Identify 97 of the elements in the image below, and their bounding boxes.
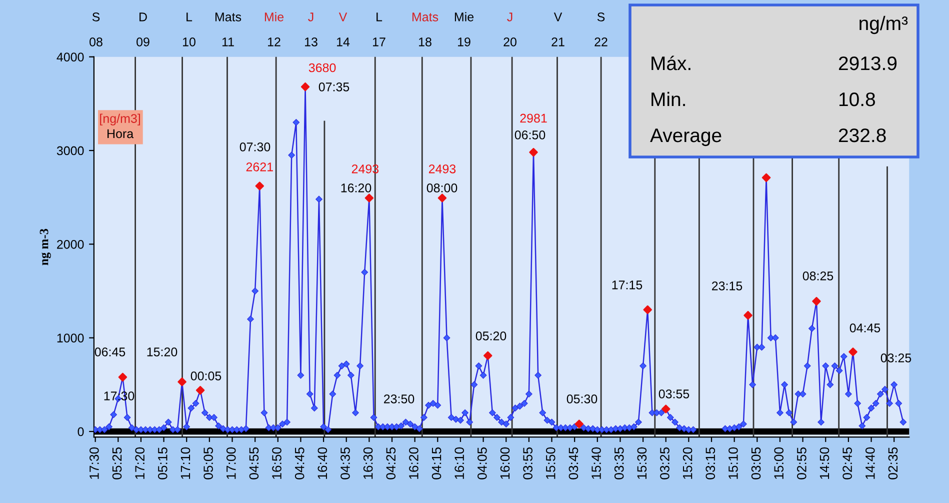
x-tick-label: 16:30: [363, 447, 373, 479]
annotation: 07:35: [318, 82, 350, 92]
annotation: Máx.: [652, 56, 690, 70]
x-tick-label: 16:00: [500, 447, 510, 479]
text: 21: [552, 38, 564, 46]
x-tick-label: 05:25: [112, 447, 122, 480]
annotation: 16:20: [341, 184, 372, 192]
text: L: [376, 12, 382, 22]
x-tick-label: 04:55: [249, 447, 259, 480]
annotation: Min.: [652, 92, 685, 106]
x-tick-label: 14:40: [865, 447, 875, 479]
annotation: 08:25: [802, 272, 834, 280]
text: 13: [305, 38, 318, 46]
data-label: 3680: [308, 63, 336, 72]
annotation: 06:50: [514, 130, 546, 140]
text: 11: [222, 38, 234, 46]
annotation: 07:30: [240, 142, 270, 152]
annotation: 23:50: [384, 394, 414, 404]
text: 09: [136, 38, 150, 46]
text: 19: [458, 38, 470, 46]
y-tick-label: 2000: [57, 240, 84, 249]
annotation: 17:15: [612, 280, 642, 290]
annotation: 00:05: [190, 372, 222, 380]
text: S: [92, 12, 100, 22]
x-tick-label: 16:50: [272, 447, 282, 479]
x-tick-label: 15:40: [592, 447, 601, 479]
text: 14: [337, 38, 350, 46]
x-tick-label: 03:25: [660, 447, 670, 480]
text: L: [186, 12, 192, 22]
x-tick-label: 17:00: [226, 447, 236, 479]
text: Mie: [264, 12, 284, 22]
x-tick-label: 14:50: [820, 447, 830, 479]
x-tick-label: 04:15: [432, 447, 442, 480]
y-tick-label: 3000: [56, 146, 84, 156]
annotation: 10.8: [839, 92, 875, 106]
x-tick-label: 02:45: [842, 447, 852, 480]
x-tick-label: 17:10: [180, 447, 190, 479]
x-tick-label: 04:05: [477, 447, 487, 480]
annotation: Hora: [108, 129, 134, 138]
text: D: [140, 12, 147, 22]
text: Mats: [412, 12, 438, 22]
text: 12: [268, 38, 280, 46]
y-axis-title: ng m-3: [40, 228, 51, 266]
annotation: 05:30: [566, 394, 598, 404]
x-tick-label: 15:20: [682, 447, 692, 479]
text: Mie: [454, 12, 474, 22]
x-tick-label: 15:50: [546, 447, 556, 479]
annotation: 23:15: [712, 282, 742, 290]
x-tick-label: 02:35: [888, 447, 898, 480]
y-tick-label: 1000: [57, 334, 84, 342]
text: S: [597, 12, 605, 22]
x-tick-label: 03:35: [614, 447, 624, 480]
text: ng/m³: [860, 16, 908, 34]
data-label: 2981: [520, 114, 547, 123]
data-label: 2621: [246, 162, 273, 172]
text: V: [554, 12, 562, 22]
text: 10: [183, 38, 196, 46]
x-tick-label: 16:20: [409, 447, 418, 479]
text: 22: [594, 38, 608, 46]
annotation: 08:00: [426, 184, 458, 192]
x-tick-label: 04:25: [386, 447, 396, 480]
annotation: 2913.9: [838, 56, 897, 70]
x-tick-label: 15:30: [637, 447, 647, 479]
annotation: Average: [650, 128, 722, 146]
x-tick-label: 15:00: [774, 447, 784, 479]
x-tick-label: 03:45: [568, 447, 578, 480]
annotation: [ng/m3]: [100, 114, 140, 126]
annotation: 232.8: [838, 128, 886, 142]
x-tick-label: 16:40: [318, 447, 328, 479]
text: Mats: [215, 12, 242, 22]
annotation: 15:20: [147, 348, 178, 356]
x-tick-label: 15:10: [728, 447, 738, 479]
y-tick-label: 0: [78, 427, 84, 436]
annotation: 03:55: [658, 390, 690, 398]
x-tick-label: 03:05: [751, 447, 761, 480]
x-tick-label: 05:15: [158, 447, 168, 480]
text: 20: [504, 38, 516, 46]
text: 17: [373, 38, 386, 46]
text: J: [507, 12, 512, 22]
annotation: 05:20: [476, 332, 506, 340]
y-tick-label: 4000: [56, 52, 84, 62]
x-tick-label: 04:35: [340, 447, 350, 480]
x-tick-label: 17:30: [90, 447, 99, 479]
x-tick-label: 02:55: [796, 447, 806, 480]
data-label: 2493: [428, 164, 456, 174]
text: V: [338, 12, 348, 22]
annotation: 04:45: [850, 324, 880, 332]
x-tick-label: 04:45: [294, 447, 304, 480]
text: 18: [419, 38, 432, 46]
x-tick-label: 17:20: [135, 447, 145, 479]
x-tick-label: 03:55: [523, 447, 532, 480]
annotation: 06:45: [94, 348, 126, 356]
x-tick-label: 16:10: [454, 447, 464, 479]
text: J: [308, 12, 314, 22]
x-tick-label: 03:15: [706, 447, 716, 480]
text: 08: [90, 38, 102, 46]
x-tick-label: 05:05: [204, 447, 213, 480]
